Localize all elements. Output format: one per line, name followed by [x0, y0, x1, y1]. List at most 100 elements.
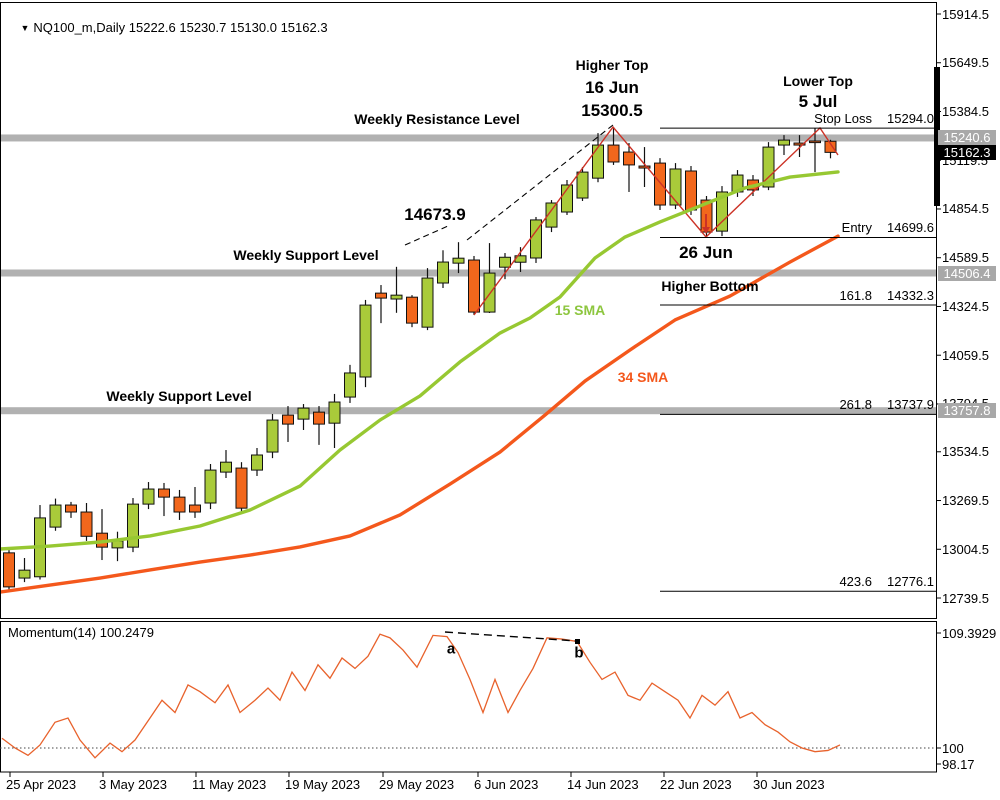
annotation-weekly-resistance-label: Weekly Resistance Level [354, 111, 520, 127]
bull-candle [266, 419, 279, 453]
annotation-lower-top-date: 5 Jul [798, 92, 838, 111]
bull-candle [669, 168, 682, 206]
bull-candle [592, 144, 604, 179]
y-axis-label: 15384.5 [942, 103, 989, 119]
bull-candle [328, 401, 341, 424]
x-axis-label: 19 May 2023 [285, 777, 361, 792]
bear-candle [282, 414, 294, 425]
weekly-level-band [0, 134, 936, 142]
annotation-momentum-peak-a: a [446, 640, 456, 658]
annotation-low-date: 26 Jun [679, 243, 733, 262]
x-axis-label: 11 May 2023 [192, 777, 267, 792]
bull-candle [49, 504, 62, 528]
annotation-higher-top-label: Higher Top [575, 57, 649, 73]
annotation-higher-bottom-label: Higher Bottom [661, 278, 759, 294]
bear-candle [3, 552, 15, 588]
bull-candle [204, 469, 217, 504]
fib-line-name: 161.8 [839, 288, 872, 304]
main-panel-border [0, 2, 937, 619]
fib-line-value: 12776.1 [887, 574, 934, 590]
current-price-label: 15162.3 [938, 144, 996, 160]
bear-candle [638, 165, 651, 169]
momentum-axis-label: 109.3929 [942, 625, 997, 641]
bull-candle [545, 202, 558, 228]
weekly-level-band [0, 407, 936, 415]
trade-line-value: 15294.0 [887, 111, 934, 127]
annotation-momentum-peak-b: b [574, 644, 584, 662]
bull-candle [499, 256, 511, 268]
momentum-line [1, 633, 841, 759]
bear-candle [685, 170, 697, 211]
bear-candle [654, 162, 666, 206]
bull-candle [716, 191, 728, 232]
y-axis-label: 14324.5 [942, 298, 989, 314]
bear-candle [623, 151, 635, 166]
bull-candle [778, 139, 790, 146]
x-axis-label: 6 Jun 2023 [474, 777, 539, 792]
trade-line-value: 14699.6 [887, 220, 934, 236]
bear-candle [189, 504, 201, 513]
symbol-timeframe: NQ100_m,Daily [33, 20, 126, 35]
bull-candle [127, 503, 139, 548]
sma15-line [0, 170, 840, 551]
sma34-line [0, 234, 840, 594]
annotation-sma34-label: 34 SMA [617, 369, 669, 385]
ohlc-readout: 15222.6 15230.7 15130.0 15162.3 [128, 20, 328, 35]
trade-line-name: Entry [841, 220, 872, 236]
bear-candle [607, 144, 620, 163]
bear-candle [158, 488, 170, 498]
bull-candle [483, 272, 496, 313]
level-price-label: 14506.4 [938, 265, 996, 281]
y-axis-label: 15914.5 [942, 6, 989, 22]
bull-candle [359, 304, 372, 378]
annotation-sma15-label: 15 SMA [554, 302, 606, 318]
annotation-higher-top-date: 16 Jun [585, 78, 639, 97]
symbol-dropdown-icon[interactable]: ▼ [20, 23, 30, 33]
bear-candle [173, 496, 186, 513]
momentum-axis-label: 98.17 [942, 756, 975, 772]
bull-candle [437, 261, 449, 284]
bull-candle [344, 372, 356, 398]
fib-line-value: 13737.9 [887, 397, 934, 413]
x-axis-label: 3 May 2023 [99, 777, 167, 792]
trade-line-name: Stop Loss [814, 111, 872, 127]
annotation-weekly-support-label-1: Weekly Support Level [233, 247, 379, 263]
indicator-value: 100.2479 [99, 625, 154, 640]
y-axis-label: 12739.5 [942, 590, 989, 606]
bear-candle [375, 292, 387, 299]
annotation-weekly-support-label-2: Weekly Support Level [106, 388, 252, 404]
x-axis-label: 30 Jun 2023 [753, 777, 825, 792]
level-price-label: 13757.8 [938, 403, 996, 419]
bull-candle [561, 184, 573, 213]
bull-candle [220, 461, 232, 473]
swing-low-arrow-head [702, 227, 710, 234]
y-axis-label: 13534.5 [942, 444, 989, 460]
bear-candle [793, 142, 806, 146]
x-axis-label: 14 Jun 2023 [567, 777, 639, 792]
y-axis-label: 13004.5 [942, 541, 989, 557]
bull-candle [142, 488, 155, 505]
chart-title-bar: ▼ NQ100_m,Daily 15222.6 15230.7 15130.0 1… [6, 5, 328, 50]
bull-candle [452, 257, 465, 264]
bear-candle [809, 140, 821, 144]
bull-candle [251, 454, 263, 471]
bear-candle [824, 140, 837, 153]
bull-candle [390, 294, 403, 300]
level-price-label: 15240.6 [938, 130, 996, 146]
x-axis-label: 22 Jun 2023 [660, 777, 732, 792]
y-axis-label: 13269.5 [942, 493, 989, 509]
indicator-name: Momentum(14) [8, 625, 97, 640]
momentum-panel-border [0, 621, 937, 773]
bear-candle [313, 411, 325, 425]
momentum-axis-label: 100 [942, 740, 964, 756]
bull-candle [421, 277, 434, 328]
bull-candle [18, 569, 31, 579]
fib-line-value: 14332.3 [887, 288, 934, 304]
x-axis-label: 29 May 2023 [379, 777, 455, 792]
bear-candle [406, 296, 418, 324]
bull-candle [576, 171, 589, 199]
bear-candle [65, 504, 77, 513]
y-axis-label: 14854.5 [942, 201, 989, 217]
